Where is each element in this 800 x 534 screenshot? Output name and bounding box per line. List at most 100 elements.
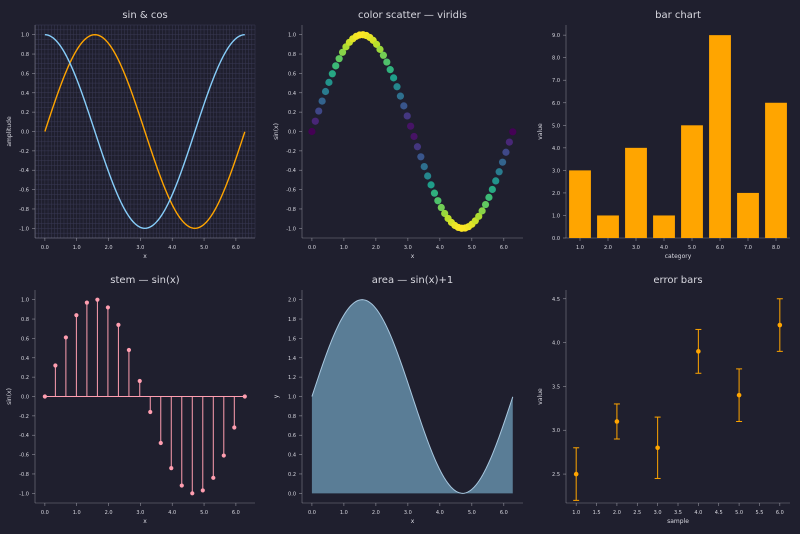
stem-marker <box>84 300 89 305</box>
y-axis-label: sin(x) <box>273 123 280 140</box>
bar <box>653 215 675 238</box>
scatter-point <box>430 189 439 197</box>
x-tick-label: 3.0 <box>404 510 412 516</box>
chart-panel-bars: bar chart category value 0.0 1.0 2.0 3.0 4.0 5.0… <box>537 10 790 260</box>
chart-title: color scatter — viridis <box>358 10 467 21</box>
y-axis-label: y <box>273 394 280 398</box>
scatter-point <box>335 55 343 63</box>
stem-marker <box>200 488 205 493</box>
y-tick-label: 0.8 <box>21 52 29 58</box>
y-tick-label: 0.6 <box>21 336 29 342</box>
stem-marker <box>242 394 247 399</box>
x-tick-label: 2.5 <box>633 510 641 516</box>
stem-marker <box>105 305 111 310</box>
y-tick-label: 8.0 <box>552 56 560 62</box>
scatter-point <box>396 92 405 100</box>
x-tick-label: 6.0 <box>232 510 240 516</box>
x-tick-label: 4.0 <box>660 245 668 251</box>
chart-title: stem — sin(x) <box>110 275 180 286</box>
scatter-point <box>437 203 445 212</box>
x-tick-label: 2.0 <box>613 510 621 516</box>
x-tick-label: 6.0 <box>716 245 724 251</box>
y-tick-label: 4.5 <box>552 297 560 303</box>
y-tick-label: 2.5 <box>552 472 560 478</box>
scatter-point <box>338 48 347 56</box>
stem-marker <box>211 475 216 480</box>
x-tick-label: 4.5 <box>715 510 723 516</box>
stem-marker <box>179 483 184 488</box>
y-tick-label: 0.8 <box>21 317 29 323</box>
y-tick-label: 2.0 <box>552 191 560 197</box>
stem-marker <box>232 425 237 430</box>
error-marker <box>777 322 783 328</box>
y-tick-label: 2.0 <box>288 298 296 304</box>
y-tick-label: -0.4 <box>19 168 29 174</box>
y-tick-label: 6.0 <box>552 101 560 107</box>
x-tick-label: 5.0 <box>200 510 208 516</box>
y-tick-label: -0.6 <box>19 453 29 459</box>
y-tick-label: 3.0 <box>552 428 560 434</box>
scatter-point <box>321 87 330 96</box>
y-tick-label: 0.6 <box>288 433 296 439</box>
y-tick-label: 9.0 <box>552 33 560 39</box>
y-tick-label: -1.0 <box>286 226 296 232</box>
scatter-point <box>420 162 428 171</box>
x-tick-label: 4.0 <box>436 510 444 516</box>
scatter-point <box>325 78 333 86</box>
bar <box>597 215 619 238</box>
x-tick-label: 3.0 <box>404 245 412 251</box>
x-axis-label: x <box>143 253 147 260</box>
y-tick-label: 1.4 <box>288 356 296 362</box>
y-tick-label: 0.2 <box>288 472 296 478</box>
x-tick-label: 7.0 <box>744 245 752 251</box>
scatter-point <box>481 200 490 209</box>
chart-panel-stem: stem — sin(x) x sin(x) -1.0 -0.8 -0.6 -0.4 -0.2… <box>6 275 255 525</box>
scatter-point <box>376 45 384 53</box>
y-tick-label: -0.8 <box>19 207 29 213</box>
y-tick-label: 0.0 <box>288 491 296 497</box>
error-marker <box>573 471 579 477</box>
x-tick-label: 6.0 <box>776 510 784 516</box>
y-tick-label: 0.0 <box>288 130 296 136</box>
scatter-point <box>495 168 503 176</box>
x-tick-label: 3.0 <box>654 510 662 516</box>
y-tick-label: -0.6 <box>19 188 29 194</box>
chart-title: sin & cos <box>122 10 167 21</box>
scatter-point <box>403 112 411 120</box>
y-tick-label: 0.4 <box>21 91 29 97</box>
scatter-point <box>502 148 510 156</box>
stem-marker <box>169 466 174 471</box>
y-tick-label: -0.8 <box>286 207 296 213</box>
stem-marker <box>74 313 79 318</box>
chart-title: bar chart <box>655 10 701 21</box>
x-tick-label: 1.5 <box>593 510 601 516</box>
y-tick-label: 3.5 <box>552 384 560 390</box>
x-axis-label: sample <box>667 518 689 525</box>
y-tick-label: -0.2 <box>286 149 296 155</box>
chart-title: area — sin(x)+1 <box>372 275 453 286</box>
scatter-point <box>509 128 517 136</box>
x-tick-label: 5.0 <box>468 245 476 251</box>
stem-marker <box>53 363 58 368</box>
x-tick-label: 8.0 <box>772 245 780 251</box>
y-tick-label: -0.8 <box>19 472 29 478</box>
scatter-point <box>434 197 442 205</box>
y-tick-label: 1.0 <box>21 298 29 304</box>
scatter-point <box>475 212 483 220</box>
y-tick-label: -1.0 <box>19 491 29 497</box>
scatter-point <box>311 117 319 125</box>
x-tick-label: 2.0 <box>604 245 612 251</box>
y-tick-label: 4.0 <box>552 341 560 347</box>
x-tick-label: 6.0 <box>232 245 240 251</box>
x-axis-label: category <box>665 253 692 260</box>
stem-marker <box>42 394 47 399</box>
scatter-point <box>488 185 496 194</box>
y-axis-label: value <box>537 123 544 140</box>
x-tick-label: 3.5 <box>674 510 682 516</box>
x-tick-label: 1.0 <box>73 510 81 516</box>
scatter-point <box>413 143 422 151</box>
bar <box>737 192 759 238</box>
chart-panel-errbars: error bars sample value 2.5 3.0 3.5 4.0 4.5 1.0 1… <box>537 275 790 525</box>
y-tick-label: 1.0 <box>552 213 560 219</box>
y-tick-label: -1.0 <box>19 226 29 232</box>
